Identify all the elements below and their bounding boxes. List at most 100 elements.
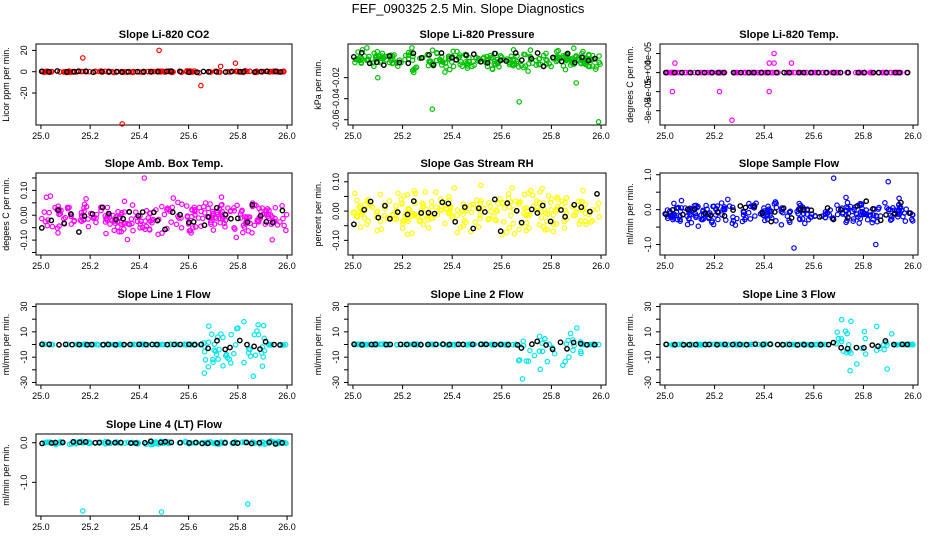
overlay-point bbox=[662, 69, 669, 76]
data-point bbox=[570, 45, 577, 52]
chart-panel-3: Slope Li-820 Temp. degrees C per min. 25.0… bbox=[625, 29, 922, 141]
x-tick-label: 26.0 bbox=[904, 131, 922, 141]
y-tick-label: -10 bbox=[643, 351, 653, 364]
data-point bbox=[357, 54, 363, 61]
data-point bbox=[158, 509, 165, 515]
data-point bbox=[170, 195, 177, 201]
overlay-point bbox=[736, 341, 743, 348]
data-point bbox=[507, 212, 514, 219]
data-point bbox=[255, 321, 261, 328]
y-tick-label: 20 bbox=[19, 45, 29, 55]
y-tick-label: -0.04 bbox=[331, 88, 341, 109]
overlay-point bbox=[405, 60, 412, 67]
overlay-point bbox=[351, 341, 357, 348]
data-point bbox=[221, 220, 227, 227]
data-point bbox=[179, 201, 185, 208]
data-point bbox=[367, 202, 374, 208]
y-tick-label: 10 bbox=[331, 327, 341, 337]
data-point bbox=[103, 230, 109, 237]
data-point bbox=[548, 207, 555, 213]
data-point bbox=[746, 200, 752, 207]
y-axis-label: ml/min per min. bbox=[625, 314, 635, 376]
overlay-point bbox=[460, 341, 467, 348]
overlay-point bbox=[564, 345, 570, 352]
data-point bbox=[213, 351, 220, 358]
data-point bbox=[700, 215, 707, 222]
data-point bbox=[467, 203, 474, 209]
data-point bbox=[536, 348, 543, 355]
data-point bbox=[843, 194, 849, 201]
overlay-point bbox=[800, 69, 807, 76]
overlay-point bbox=[801, 206, 807, 213]
overlay-point bbox=[539, 202, 546, 209]
data-point bbox=[209, 217, 215, 224]
y-axis-label: ml/min per min. bbox=[1, 444, 11, 506]
data-point bbox=[472, 219, 479, 225]
data-point bbox=[544, 358, 551, 365]
overlay-point bbox=[162, 438, 169, 445]
overlay-point bbox=[463, 52, 470, 58]
data-point bbox=[505, 191, 512, 197]
overlay-point bbox=[869, 342, 876, 348]
overlay-point bbox=[896, 69, 903, 76]
data-point bbox=[544, 226, 551, 233]
overlay-point bbox=[478, 341, 484, 348]
overlay-point bbox=[194, 69, 200, 76]
data-point bbox=[766, 208, 773, 215]
data-point bbox=[454, 48, 460, 55]
overlay-point bbox=[838, 206, 844, 213]
overlay-point bbox=[483, 341, 490, 348]
overlay-point bbox=[186, 439, 193, 446]
data-point bbox=[168, 219, 175, 225]
data-point bbox=[46, 209, 53, 216]
overlay-point bbox=[155, 68, 162, 75]
data-point bbox=[49, 223, 56, 230]
overlay-point bbox=[461, 204, 468, 211]
overlay-point bbox=[177, 341, 184, 348]
data-point bbox=[443, 63, 449, 70]
chart-panel-1: Slope Li-820 CO2 Licor ppm per min. 25.0 25… bbox=[1, 29, 296, 141]
data-point bbox=[582, 201, 589, 208]
data-point bbox=[570, 347, 576, 354]
data-point bbox=[768, 208, 775, 215]
data-point bbox=[374, 74, 381, 81]
data-point bbox=[80, 216, 87, 223]
data-point bbox=[210, 359, 216, 366]
plot-frame bbox=[35, 433, 293, 517]
data-point bbox=[678, 197, 685, 204]
overlay-point bbox=[680, 341, 687, 348]
data-point bbox=[709, 218, 716, 224]
data-point bbox=[446, 197, 452, 203]
overlay-point bbox=[277, 69, 284, 75]
y-axis-label: Licor ppm per min. bbox=[1, 47, 11, 122]
overlay-point bbox=[177, 68, 184, 75]
data-point bbox=[283, 227, 289, 234]
y-tick-label: 0.10 bbox=[19, 182, 29, 200]
data-point bbox=[259, 363, 266, 370]
overlay-point bbox=[105, 341, 112, 348]
data-point bbox=[183, 203, 190, 209]
overlay-point bbox=[497, 57, 504, 64]
x-tick-label: 25.8 bbox=[855, 391, 873, 401]
data-point bbox=[454, 212, 461, 219]
data-point bbox=[192, 207, 198, 213]
data-point bbox=[567, 330, 574, 337]
overlay-point bbox=[105, 210, 112, 217]
data-point bbox=[250, 373, 257, 380]
overlay-point bbox=[715, 69, 722, 76]
data-point bbox=[565, 337, 572, 344]
chart-title: Slope Line 3 Flow bbox=[743, 289, 836, 301]
data-point bbox=[595, 200, 602, 207]
overlay-point bbox=[534, 50, 541, 56]
overlay-point bbox=[425, 209, 432, 216]
overlay-point bbox=[149, 341, 156, 348]
data-point bbox=[674, 341, 681, 348]
overlay-point bbox=[117, 439, 124, 446]
data-point bbox=[870, 216, 876, 223]
data-point bbox=[536, 222, 543, 228]
data-point bbox=[201, 203, 207, 210]
data-point bbox=[400, 341, 407, 348]
data-point bbox=[225, 205, 231, 211]
overlay-point bbox=[824, 205, 831, 211]
y-axis-label: kPa per min. bbox=[313, 59, 323, 110]
